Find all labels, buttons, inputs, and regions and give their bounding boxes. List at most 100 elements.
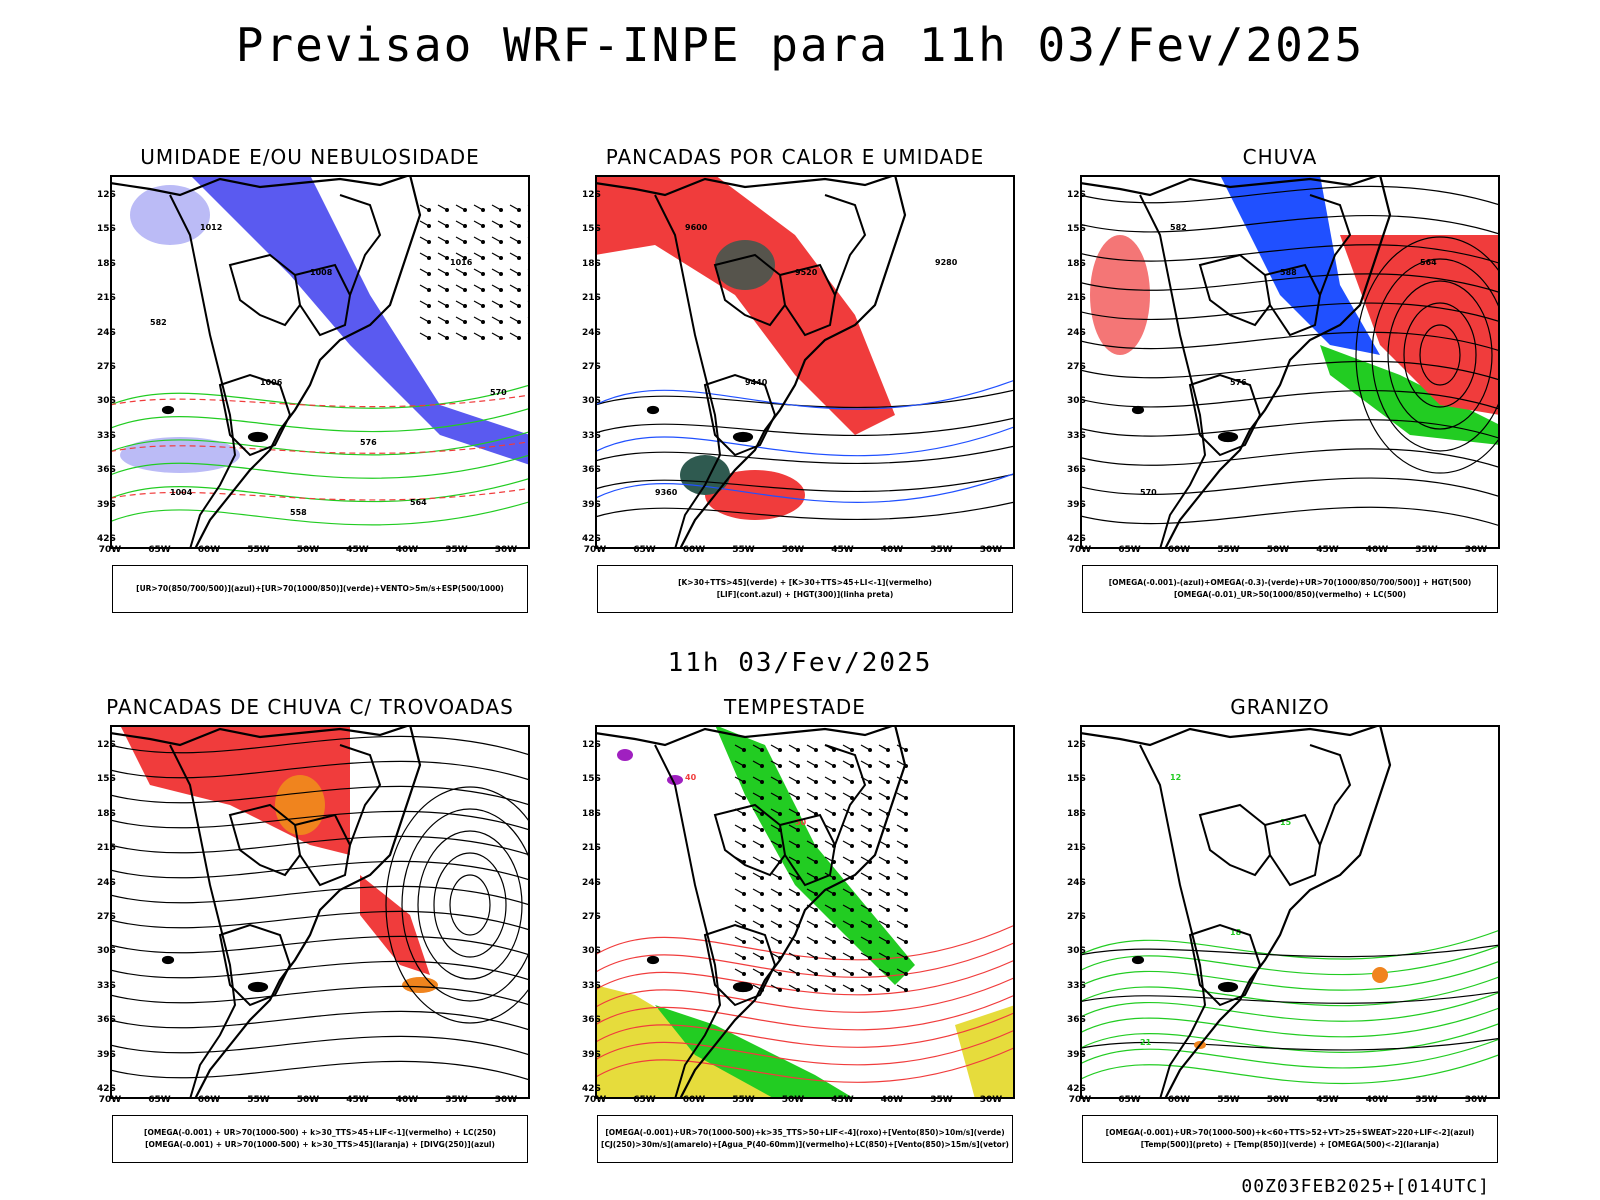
contour-label: 564 bbox=[1420, 258, 1437, 267]
panel-trovoadas: PANCADAS DE CHUVA C/ TROVOADAS [OMEGA(-0… bbox=[80, 695, 540, 1175]
longitude-label: 30W bbox=[494, 545, 518, 555]
legend-line: [OMEGA(-0.001) + UR>70(1000-500) + k>30_… bbox=[145, 1140, 495, 1149]
latitude-label: 39S bbox=[581, 1049, 601, 1060]
latitude-label: 12S bbox=[581, 190, 601, 200]
latitude-label: 36S bbox=[1066, 465, 1086, 476]
latitude-label: 42S bbox=[1066, 1084, 1086, 1094]
longitude-label: 70W bbox=[1068, 545, 1092, 555]
longitude-label: 50W bbox=[296, 545, 320, 555]
latitude-label: 12S bbox=[96, 190, 116, 200]
longitude-label: 60W bbox=[1167, 545, 1191, 555]
longitude-label: 30W bbox=[1464, 545, 1488, 555]
latitude-label: 15S bbox=[96, 774, 116, 785]
latitude-label: 24S bbox=[96, 877, 116, 888]
longitude-label: 35W bbox=[930, 545, 953, 555]
latitude-label: 27S bbox=[96, 362, 116, 372]
latitude-label: 15S bbox=[581, 774, 601, 785]
legend-line: [UR>70(850/700/500)](azul)+[UR>70(1000/8… bbox=[136, 584, 504, 593]
wind-vectors bbox=[419, 204, 530, 341]
latitude-label: 33S bbox=[581, 980, 601, 991]
contour-label: 570 bbox=[1140, 488, 1157, 497]
latitude-label: 27S bbox=[581, 912, 601, 922]
latitude-label: 21S bbox=[1066, 843, 1086, 854]
map-frame bbox=[1080, 725, 1500, 1099]
longitude-label: 40W bbox=[880, 545, 904, 555]
longitude-label: 50W bbox=[1266, 545, 1290, 555]
latitude-label: 42S bbox=[581, 534, 601, 544]
latitude-label: 36S bbox=[96, 465, 116, 476]
contour-label: 1004 bbox=[170, 488, 193, 497]
streamlines bbox=[110, 735, 530, 1081]
latitude-label: 12S bbox=[1066, 740, 1086, 750]
panel-title: UMIDADE E/OU NEBULOSIDADE bbox=[140, 145, 480, 169]
contour-label: 18 bbox=[1230, 928, 1242, 937]
contour-label: 9360 bbox=[655, 488, 678, 497]
latitude-label: 36S bbox=[96, 1015, 116, 1026]
contour-label: 9600 bbox=[685, 223, 708, 232]
humid-lightblue-area bbox=[130, 185, 210, 245]
latitude-label: 39S bbox=[96, 499, 116, 510]
contour-label: 21 bbox=[1140, 1038, 1152, 1047]
contour-label: 50 bbox=[795, 818, 807, 827]
map-frame bbox=[595, 175, 1015, 549]
legend-box: [OMEGA(-0.001) + UR>70(1000-500) + k>30_… bbox=[112, 1115, 528, 1163]
legend-line: [K>30+TTS>45](verde) + [K>30+TTS>45+LI<-… bbox=[678, 578, 932, 587]
longitude-label: 50W bbox=[1266, 1095, 1290, 1105]
longitude-label: 60W bbox=[1167, 1095, 1191, 1105]
latitude-label: 30S bbox=[581, 946, 601, 957]
panel-title: PANCADAS DE CHUVA C/ TROVOADAS bbox=[106, 695, 514, 719]
longitude-label: 70W bbox=[583, 1095, 607, 1105]
latitude-label: 21S bbox=[581, 843, 601, 854]
unstable-red-area bbox=[595, 175, 895, 435]
unstable-teal-area bbox=[715, 240, 775, 290]
latitude-label: 21S bbox=[96, 293, 116, 304]
longitude-label: 30W bbox=[979, 545, 1003, 555]
storm-red-area bbox=[360, 875, 430, 975]
latitude-label: 39S bbox=[96, 1049, 116, 1060]
contour-label: 564 bbox=[410, 498, 427, 507]
latitude-label: 30S bbox=[96, 396, 116, 407]
legend-line: [OMEGA(-0.001)+UR>70(1000-500)+k>35_TTS>… bbox=[605, 1128, 1005, 1137]
legend-box: [OMEGA(-0.001)+UR>70(1000-500)+k<60+TTS>… bbox=[1082, 1115, 1498, 1163]
latitude-label: 27S bbox=[96, 912, 116, 922]
longitude-label: 35W bbox=[1415, 545, 1438, 555]
main-title: Previsao WRF-INPE para 11h 03/Fev/2025 bbox=[235, 18, 1365, 72]
longitude-label: 60W bbox=[682, 545, 706, 555]
latitude-label: 33S bbox=[1066, 980, 1086, 991]
latitude-label: 33S bbox=[96, 980, 116, 991]
severe-purple-area bbox=[617, 749, 633, 761]
longitude-label: 40W bbox=[1365, 545, 1389, 555]
latitude-label: 24S bbox=[1066, 877, 1086, 888]
legend-line: [CJ(250)>30m/s](amarelo)+[Agua_P(40-60mm… bbox=[601, 1140, 1009, 1149]
latitude-label: 42S bbox=[1066, 534, 1086, 544]
legend-box: [UR>70(850/700/500)](azul)+[UR>70(1000/8… bbox=[112, 565, 528, 613]
longitude-label: 40W bbox=[395, 1095, 419, 1105]
panel-granizo: GRANIZO 12 15 18 21 [OMEGA(-0.001)+UR>70(10… bbox=[1050, 695, 1510, 1175]
south-america-outline bbox=[110, 175, 422, 549]
contour-label: 9520 bbox=[795, 268, 818, 277]
legend-line: [LIF](cont.azul) + [HGT(300)](linha pret… bbox=[716, 590, 894, 599]
south-america-outline bbox=[1080, 725, 1392, 1099]
longitude-label: 50W bbox=[781, 1095, 805, 1105]
latitude-label: 33S bbox=[1066, 430, 1086, 441]
panel-tempestade: TEMPESTADE 40 50 [OMEGA(-0.001)+UR>70(100… bbox=[565, 695, 1025, 1175]
run-timestamp: 00Z03FEB2025+[014UTC] bbox=[1241, 1176, 1490, 1197]
latitude-label: 18S bbox=[1066, 258, 1086, 269]
latitude-label: 39S bbox=[1066, 499, 1086, 510]
latitude-label: 39S bbox=[1066, 1049, 1086, 1060]
latitude-label: 27S bbox=[581, 362, 601, 372]
map-canvas bbox=[110, 725, 530, 1099]
latitude-label: 42S bbox=[96, 1084, 116, 1094]
legend-line: [OMEGA(-0.001)-(azul)+OMEGA(-0.3)-(verde… bbox=[1108, 578, 1472, 587]
panel-title: GRANIZO bbox=[1230, 695, 1330, 719]
longitude-label: 30W bbox=[979, 1095, 1003, 1105]
storm-orange-area bbox=[275, 775, 325, 835]
longitude-label: 35W bbox=[445, 545, 468, 555]
longitude-label: 70W bbox=[1068, 1095, 1092, 1105]
longitude-label: 65W bbox=[148, 545, 171, 555]
contour-label: 15 bbox=[1280, 818, 1292, 827]
longitude-label: 55W bbox=[732, 545, 755, 555]
longitude-label: 65W bbox=[1118, 545, 1141, 555]
contour-label: 570 bbox=[490, 388, 507, 397]
humid-red-area bbox=[1090, 235, 1150, 355]
